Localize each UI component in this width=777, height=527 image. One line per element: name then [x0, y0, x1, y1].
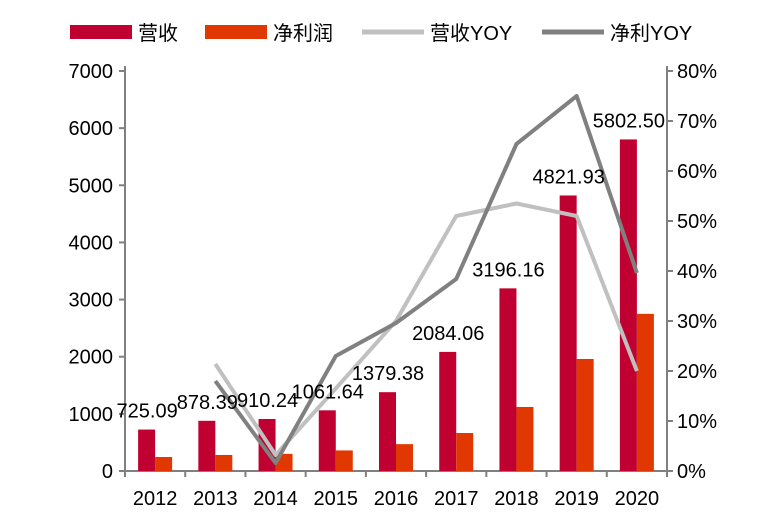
bar-revenue — [619, 139, 637, 471]
data-label: 5802.50 — [593, 110, 665, 132]
x-tick-label: 2018 — [494, 488, 539, 510]
x-tick-label: 2019 — [554, 488, 599, 510]
legend-label: 净利润 — [273, 22, 333, 45]
left-tick-label: 1000 — [69, 404, 114, 426]
right-tick-label: 0% — [677, 461, 706, 483]
left-tick-label: 5000 — [69, 175, 114, 197]
x-tick-label: 2012 — [133, 488, 178, 510]
right-tick-label: 10% — [677, 411, 717, 433]
data-label: 878.39 — [177, 392, 238, 414]
bar-revenue — [379, 392, 396, 471]
left-tick-label: 7000 — [69, 61, 114, 83]
bar-net-profit — [636, 313, 654, 471]
right-tick-label: 80% — [677, 61, 717, 83]
bar-net-profit — [215, 455, 233, 471]
data-label: 1061.64 — [292, 381, 364, 403]
x-tick-label: 2017 — [434, 488, 479, 510]
bar-net-profit — [516, 407, 534, 471]
legend-label: 营收 — [138, 22, 178, 45]
left-tick-label: 4000 — [69, 232, 114, 254]
legend-label: 营收YOY — [430, 22, 512, 45]
x-tick-label: 2016 — [374, 488, 419, 510]
bar-revenue — [138, 429, 156, 471]
bar-revenue — [439, 351, 457, 471]
bar-revenue — [559, 195, 577, 472]
legend-swatch — [70, 25, 132, 39]
left-tick-label: 0 — [102, 461, 113, 483]
data-label: 2084.06 — [412, 323, 484, 345]
data-label: 725.09 — [117, 401, 178, 423]
x-tick-label: 2015 — [314, 488, 359, 510]
bar-net-profit — [396, 444, 413, 471]
right-tick-label: 40% — [677, 261, 717, 283]
bar-net-profit — [155, 457, 173, 471]
bar-net-profit — [456, 433, 474, 471]
left-tick-label: 6000 — [69, 118, 114, 140]
x-tick-label: 2020 — [615, 488, 660, 510]
data-label: 910.24 — [237, 390, 298, 412]
bar-net-profit — [335, 450, 353, 471]
line-net-profit-yoy — [213, 94, 639, 465]
x-tick-label: 2014 — [253, 488, 298, 510]
x-tick-label: 2013 — [193, 488, 238, 510]
legend-label: 净利YOY — [610, 22, 692, 45]
right-tick-label: 70% — [677, 111, 717, 133]
data-label: 4821.93 — [533, 166, 605, 188]
data-label: 3196.16 — [472, 259, 544, 281]
left-tick-label: 3000 — [69, 290, 114, 312]
bar-revenue — [198, 420, 216, 471]
right-tick-label: 30% — [677, 311, 717, 333]
legend-swatch — [205, 25, 267, 39]
data-label: 1379.38 — [352, 363, 424, 385]
right-tick-label: 60% — [677, 161, 717, 183]
right-tick-label: 20% — [677, 361, 717, 383]
bar-revenue — [318, 410, 336, 471]
left-tick-label: 2000 — [69, 347, 114, 369]
bar-net-profit — [576, 359, 594, 471]
right-tick-label: 50% — [677, 211, 717, 233]
bar-revenue — [499, 288, 517, 471]
